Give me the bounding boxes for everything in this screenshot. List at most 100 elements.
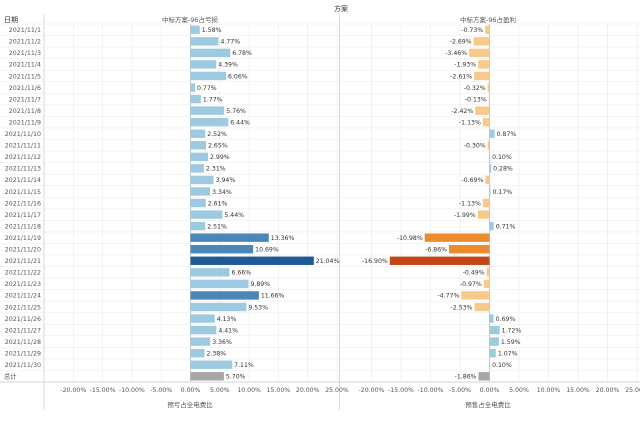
data-label: 0.17% — [493, 189, 513, 196]
data-label: 5.44% — [224, 212, 244, 219]
date-label: 2021/11/11 — [5, 143, 41, 150]
bar — [190, 141, 207, 150]
x-tick-label: 5.00% — [509, 387, 529, 394]
bar — [485, 175, 490, 185]
data-label: 5.70% — [226, 374, 246, 381]
bar — [483, 279, 490, 289]
bar — [190, 233, 269, 242]
x-tick-label: 20.00% — [296, 387, 320, 394]
data-label: 3.94% — [216, 177, 236, 184]
x-tick-label: 10.00% — [537, 387, 561, 394]
data-label: 5.76% — [226, 108, 246, 115]
data-label: 6.66% — [232, 270, 252, 277]
bar — [489, 314, 494, 323]
data-label: 4.77% — [220, 39, 240, 46]
panel-title-right: 中标方案-96占盈利 — [460, 15, 516, 24]
date-label: 2021/11/16 — [5, 200, 41, 207]
bar — [478, 60, 490, 69]
date-label: 2021/11/14 — [5, 177, 41, 184]
bar — [482, 198, 490, 208]
bar — [190, 337, 211, 346]
data-label: -2.61% — [450, 73, 472, 80]
chart-title: 方案 — [334, 4, 348, 13]
date-label: 2021/11/3 — [9, 50, 41, 57]
x-tick-label: 0.00% — [181, 387, 201, 394]
data-label: 0.10% — [492, 362, 512, 369]
date-label: 2021/11/1 — [9, 27, 41, 34]
data-label: -1.99% — [454, 212, 476, 219]
bar — [389, 256, 490, 265]
bar — [190, 106, 225, 115]
data-label: 7.11% — [234, 362, 254, 369]
bar — [424, 233, 490, 242]
date-label: 2021/11/5 — [9, 73, 41, 80]
data-label: -2.53% — [451, 304, 473, 311]
date-label: 2021/11/6 — [9, 85, 41, 92]
bar — [489, 187, 491, 196]
data-label: 2.65% — [208, 143, 228, 150]
data-label: 6.06% — [228, 73, 248, 80]
date-label: 2021/11/4 — [9, 62, 41, 69]
data-label: 2.51% — [207, 223, 227, 230]
data-label: 3.36% — [212, 339, 232, 346]
x-axis-label-left: 预亏占全电费比 — [167, 400, 213, 409]
bar — [190, 291, 259, 300]
date-label: 2021/11/2 — [9, 39, 41, 46]
data-label: 1.58% — [202, 27, 222, 34]
bar — [485, 25, 490, 34]
bar — [489, 337, 499, 346]
data-label: 0.71% — [496, 223, 516, 230]
data-label: 6.44% — [230, 119, 250, 126]
x-tick-label: 20.00% — [596, 387, 620, 394]
bar — [190, 48, 231, 58]
date-label: 2021/11/18 — [5, 223, 41, 230]
data-label: 0.77% — [197, 85, 217, 92]
bar — [474, 71, 490, 81]
data-label: 4.41% — [218, 327, 238, 334]
bar — [190, 268, 230, 277]
x-axis-label-right: 预售占全电费比 — [465, 400, 511, 409]
bar — [461, 291, 490, 300]
x-tick-label: -20.00% — [359, 387, 385, 394]
data-label: 13.36% — [271, 235, 295, 242]
date-label: 2021/11/12 — [5, 154, 41, 161]
x-tick-label: 15.00% — [267, 387, 291, 394]
data-label: 2.38% — [206, 350, 226, 357]
bar — [477, 210, 490, 219]
bar — [488, 94, 490, 104]
data-label: 1.72% — [502, 327, 522, 334]
bar — [473, 37, 490, 46]
date-label: 2021/11/20 — [5, 247, 41, 254]
data-label: -1.13% — [459, 200, 481, 207]
data-label: 9.53% — [248, 304, 268, 311]
bar — [190, 164, 205, 173]
bar — [486, 268, 490, 277]
bar — [190, 325, 217, 335]
bar — [469, 48, 490, 58]
data-label: 2.31% — [206, 166, 226, 173]
x-tick-label: -10.00% — [119, 387, 145, 394]
bar — [489, 325, 500, 335]
bar — [190, 129, 206, 138]
data-label: -0.30% — [464, 143, 486, 150]
bar — [487, 83, 490, 92]
bar — [190, 37, 219, 46]
data-label: -10.98% — [397, 235, 423, 242]
x-tick-label: 25.00% — [625, 387, 640, 394]
date-label: 2021/11/25 — [5, 304, 41, 311]
date-label: 2021/11/24 — [5, 293, 41, 300]
bar — [190, 83, 196, 92]
total-bar — [190, 372, 224, 381]
date-label: 2021/11/22 — [5, 270, 41, 277]
data-label: -1.93% — [454, 62, 476, 69]
bar — [489, 348, 496, 358]
data-label: 21.04% — [316, 258, 340, 265]
x-tick-label: 0.00% — [480, 387, 500, 394]
bar — [190, 187, 211, 196]
date-label: 2021/11/27 — [5, 327, 41, 334]
date-label: 2021/11/21 — [5, 258, 41, 265]
data-label: -0.13% — [465, 96, 487, 103]
data-label: 0.69% — [496, 316, 516, 323]
data-label: -1.86% — [455, 374, 477, 381]
